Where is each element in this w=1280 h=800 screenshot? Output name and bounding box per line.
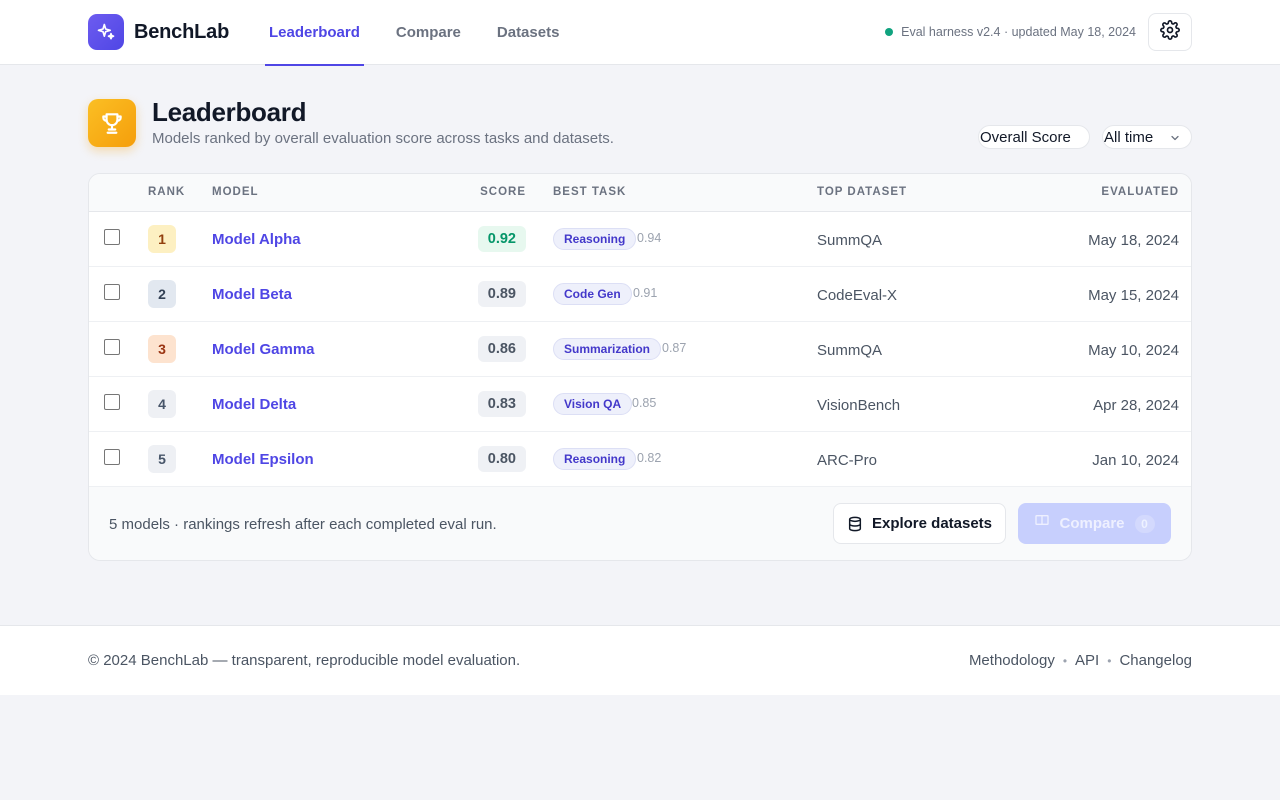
rank-badge: 2 [148, 280, 176, 308]
top-bar: BenchLab Leaderboard Compare Datasets Ev… [0, 0, 1280, 66]
top-dataset: VisionBench [817, 397, 901, 414]
status-text: Eval harness v2.4 · updated May 18, 2024 [901, 25, 1136, 39]
column-model[interactable]: MODEL [212, 186, 259, 198]
evaluated-date: Jan 10, 2024 [1092, 452, 1179, 469]
evaluated-date: Apr 28, 2024 [1093, 397, 1179, 414]
model-link[interactable]: Model Gamma [212, 341, 315, 358]
best-task-score: 0.94 [637, 231, 662, 245]
score-badge: 0.86 [477, 336, 526, 362]
page-title: Leaderboard [152, 97, 307, 127]
main-nav: Leaderboard Compare Datasets [265, 0, 591, 66]
row-checkbox[interactable] [104, 284, 120, 300]
model-link[interactable]: Model Epsilon [212, 451, 314, 468]
sparkles-icon [88, 14, 124, 50]
tab-compare[interactable]: Compare [395, 24, 461, 41]
best-task-score: 0.85 [632, 396, 657, 410]
model-link[interactable]: Model Alpha [212, 231, 301, 248]
page-subtitle: Models ranked by overall evaluation scor… [152, 130, 614, 147]
table-header: RANK MODEL SCORE BEST TASK TOP DATASET E… [89, 174, 1191, 212]
page-footer: © 2024 BenchLab — transparent, reproduci… [0, 625, 1280, 695]
table-row[interactable]: 1 Model Alpha 0.92 Reasoning 0.94 SummQA… [89, 212, 1191, 267]
footer-separator: • [1107, 653, 1112, 668]
evaluated-date: May 10, 2024 [1088, 342, 1179, 359]
explore-datasets-button[interactable]: Explore datasets [833, 503, 1006, 544]
period-select-value: All time [1104, 128, 1154, 146]
footer-link-methodology[interactable]: Methodology [968, 652, 1055, 669]
table-row[interactable]: 3 Model Gamma 0.86 Summarization 0.87 Su… [89, 322, 1191, 377]
compare-button[interactable]: Compare 0 [1018, 503, 1171, 544]
score-badge: 0.92 [477, 226, 526, 252]
harness-status: Eval harness v2.4 · updated May 18, 2024 [885, 24, 1136, 40]
best-task-pill: Vision QA [553, 393, 633, 415]
brand[interactable]: BenchLab [88, 14, 229, 50]
best-task-score: 0.91 [633, 286, 658, 300]
rank-badge: 5 [148, 445, 176, 473]
column-best-task[interactable]: BEST TASK [553, 186, 627, 198]
table-row[interactable]: 4 Model Delta 0.83 Vision QA 0.85 Vision… [89, 377, 1191, 432]
chevron-down-icon [1169, 131, 1181, 148]
column-top-dataset[interactable]: TOP DATASET [817, 186, 908, 198]
trophy-icon [88, 99, 136, 147]
footer-link-api[interactable]: API [1075, 652, 1100, 669]
period-select[interactable]: All time [1102, 125, 1192, 149]
row-checkbox[interactable] [104, 394, 120, 410]
best-task-pill: Reasoning [553, 448, 637, 470]
rank-badge: 4 [148, 390, 176, 418]
row-checkbox[interactable] [104, 229, 120, 245]
copyright: © 2024 BenchLab — transparent, reproduci… [88, 652, 521, 669]
brand-name: BenchLab [134, 20, 230, 43]
model-link[interactable]: Model Beta [212, 286, 293, 303]
gear-icon [1160, 19, 1180, 45]
score-badge: 0.83 [477, 391, 526, 417]
compare-count-badge: 0 [1134, 514, 1155, 533]
table-row[interactable]: 5 Model Epsilon 0.80 Reasoning 0.82 ARC-… [89, 432, 1191, 487]
column-rank[interactable]: RANK [148, 186, 186, 198]
footer-links: Methodology • API • Changelog [969, 652, 1192, 669]
column-score[interactable]: SCORE [480, 186, 526, 198]
leaderboard-card: RANK MODEL SCORE BEST TASK TOP DATASET E… [88, 173, 1192, 561]
metric-select-value: Overall Score [980, 128, 1071, 146]
card-footer: 5 models · rankings refresh after each c… [89, 487, 1191, 560]
tab-datasets[interactable]: Datasets [496, 24, 560, 41]
database-icon [847, 516, 863, 532]
status-dot [885, 28, 894, 36]
top-dataset: SummQA [817, 342, 883, 359]
settings-button[interactable] [1148, 13, 1192, 51]
best-task-pill: Code Gen [553, 283, 632, 305]
best-task-pill: Reasoning [553, 228, 637, 250]
metric-select[interactable]: Overall Score [978, 125, 1090, 149]
compare-label: Compare [1059, 515, 1125, 532]
best-task-score: 0.82 [637, 451, 662, 465]
rank-badge: 3 [148, 335, 176, 363]
top-dataset: ARC-Pro [817, 452, 878, 469]
top-dataset: CodeEval-X [817, 287, 898, 304]
evaluated-date: May 18, 2024 [1088, 232, 1179, 249]
best-task-score: 0.87 [662, 341, 687, 355]
model-link[interactable]: Model Delta [212, 396, 297, 413]
column-evaluated[interactable]: EVALUATED [1101, 186, 1179, 198]
models-count-note: 5 models · rankings refresh after each c… [109, 516, 497, 533]
score-badge: 0.80 [477, 446, 526, 472]
row-checkbox[interactable] [104, 339, 120, 355]
explore-datasets-label: Explore datasets [871, 515, 993, 532]
top-dataset: SummQA [817, 232, 883, 249]
compare-icon [1034, 513, 1050, 529]
tab-leaderboard[interactable]: Leaderboard [265, 0, 364, 66]
row-checkbox[interactable] [104, 449, 120, 465]
footer-separator: • [1062, 653, 1068, 668]
best-task-pill: Summarization [553, 338, 662, 360]
table-row[interactable]: 2 Model Beta 0.89 Code Gen 0.91 CodeEval… [89, 267, 1191, 322]
score-badge: 0.89 [477, 281, 526, 307]
evaluated-date: May 15, 2024 [1088, 287, 1179, 304]
rank-badge: 1 [148, 225, 176, 253]
footer-link-changelog[interactable]: Changelog [1119, 652, 1192, 669]
